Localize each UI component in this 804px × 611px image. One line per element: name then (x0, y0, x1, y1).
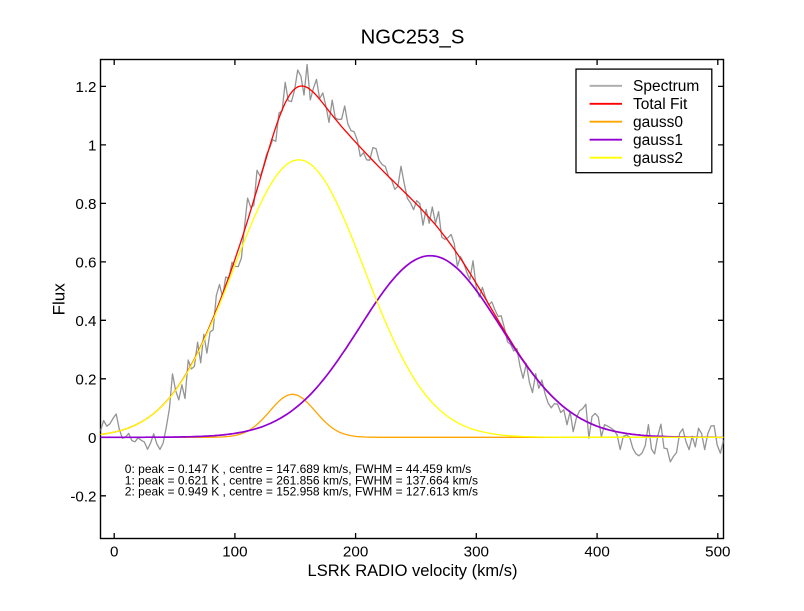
svg-text:0.2: 0.2 (75, 371, 96, 388)
svg-text:0.6: 0.6 (75, 254, 96, 271)
svg-text:2: peak = 0.949 K , centre = 1: 2: peak = 0.949 K , centre = 152.958 km/… (125, 484, 478, 498)
svg-text:0: peak = 0.147 K , centre = 1: 0: peak = 0.147 K , centre = 147.689 km/… (125, 462, 472, 476)
svg-text:gauss0: gauss0 (633, 114, 683, 131)
svg-text:Flux: Flux (49, 283, 68, 316)
svg-text:0.4: 0.4 (75, 313, 96, 330)
svg-text:500: 500 (705, 544, 730, 561)
svg-text:LSRK RADIO velocity (km/s): LSRK RADIO velocity (km/s) (308, 562, 518, 580)
svg-text:400: 400 (584, 544, 609, 561)
svg-text:gauss1: gauss1 (633, 132, 683, 149)
svg-text:1: peak = 0.621 K , centre = 2: 1: peak = 0.621 K , centre = 261.856 km/… (125, 473, 478, 487)
svg-text:0.8: 0.8 (75, 196, 96, 213)
svg-text:200: 200 (343, 544, 368, 561)
svg-text:100: 100 (222, 544, 247, 561)
svg-text:300: 300 (464, 544, 489, 561)
svg-text:0: 0 (110, 544, 118, 561)
svg-text:Total Fit: Total Fit (633, 96, 688, 113)
svg-text:1.2: 1.2 (75, 79, 96, 96)
svg-text:NGC253_S: NGC253_S (361, 27, 465, 49)
svg-text:-0.2: -0.2 (70, 488, 96, 505)
svg-text:0: 0 (88, 430, 96, 447)
svg-text:1: 1 (88, 137, 96, 154)
svg-text:gauss2: gauss2 (633, 150, 683, 167)
svg-text:Spectrum: Spectrum (633, 78, 699, 95)
